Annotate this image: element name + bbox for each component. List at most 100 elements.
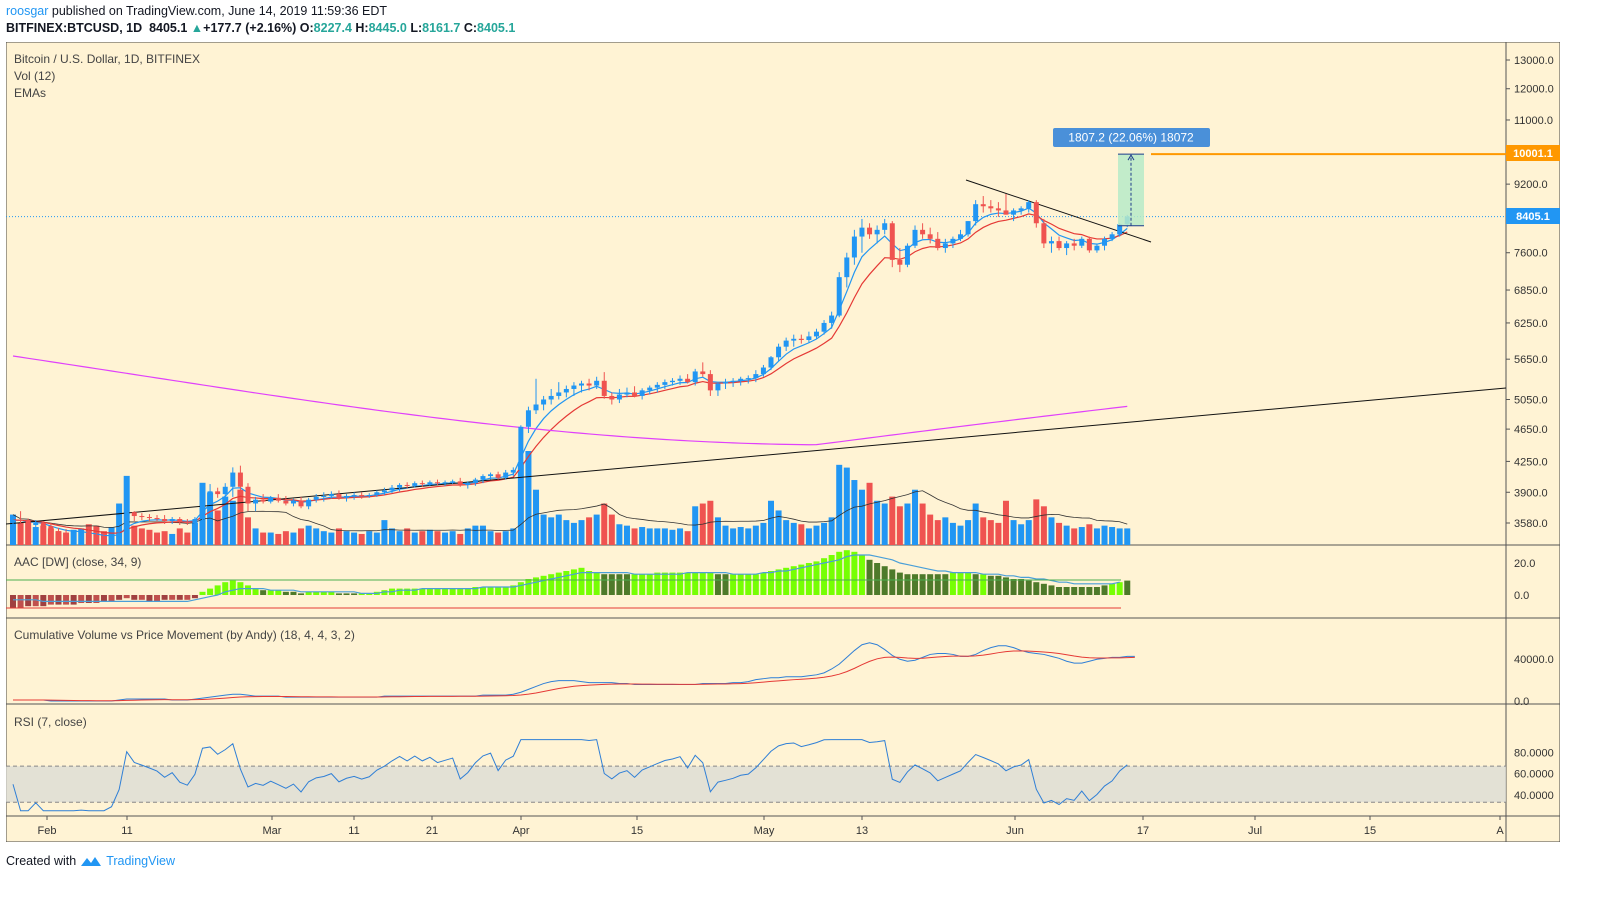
candle-body [806, 336, 812, 340]
candle-body [457, 481, 463, 485]
volume-bar [654, 528, 661, 545]
volume-bar [442, 532, 449, 545]
aac-bar [487, 587, 494, 595]
volume-bar [805, 528, 812, 545]
candle-body [207, 491, 213, 495]
candle-body [882, 223, 888, 230]
volume-bar [661, 528, 668, 545]
candle-body [162, 519, 168, 521]
volume-bar [1025, 520, 1032, 545]
volume-bar [934, 520, 941, 545]
candle-body [321, 495, 327, 497]
candle-body [200, 494, 205, 520]
aac-bar [669, 572, 676, 595]
aac-bar [570, 569, 577, 595]
aac-bar [207, 588, 214, 595]
volume-bar [995, 522, 1002, 545]
aac-bar [1063, 587, 1070, 595]
pane-title-main: Bitcoin / U.S. Dollar, 1D, BITFINEX [14, 52, 200, 66]
candle-body [738, 378, 744, 381]
candle-body [169, 519, 175, 521]
candle-body [245, 486, 251, 504]
time-tick-label: Mar [263, 825, 282, 837]
candle-body [1011, 210, 1017, 215]
volume-bar [631, 528, 638, 545]
candle-body [283, 500, 289, 504]
aac-pane [6, 550, 1131, 609]
candle-body [776, 346, 782, 358]
candle-body [594, 380, 600, 386]
price-tick-label: 6250.0 [1514, 318, 1548, 330]
volume-bar [737, 527, 744, 545]
candle-body [973, 204, 979, 222]
candle-body [548, 395, 554, 400]
volume-bar [282, 531, 289, 545]
chart-svg[interactable]: 13000.012000.011000.010000.09200.08400.0… [5, 41, 1561, 843]
candle-body [813, 331, 819, 337]
aac-bar [17, 595, 24, 608]
tradingview-brand[interactable]: TradingView [106, 854, 175, 868]
aac-bar [199, 591, 206, 595]
candle-body [836, 277, 842, 316]
time-tick-label: 13 [856, 825, 868, 837]
candle-body [821, 322, 827, 332]
aac-bar [957, 572, 964, 595]
volume-bar [866, 482, 873, 545]
up-arrow-icon: ▲ [190, 21, 204, 35]
aac-bar [419, 588, 426, 595]
candle-body [897, 259, 903, 265]
candle-body [662, 382, 668, 385]
volume-bar [889, 496, 896, 545]
volume-bar [25, 520, 32, 545]
chart-frame[interactable]: 13000.012000.011000.010000.09200.08400.0… [5, 41, 1561, 843]
volume-bar [358, 533, 365, 545]
volume-bar [457, 533, 464, 545]
candle-body [654, 384, 660, 388]
candle-body [927, 234, 933, 239]
volume-bar [942, 517, 949, 545]
aac-bar [555, 572, 562, 595]
volume-bar [692, 506, 699, 545]
candle-body [556, 392, 562, 396]
aac-bar [586, 571, 593, 595]
candle-body [313, 496, 319, 500]
aac-bar [381, 590, 388, 595]
candle-body [1117, 224, 1123, 235]
volume-bar [1109, 527, 1116, 545]
aac-bar [533, 577, 540, 595]
volume-ma-line [12, 490, 1128, 532]
aac-bar [154, 595, 161, 602]
volume-bar [927, 514, 934, 545]
volume-bar [32, 527, 39, 545]
time-tick-label: 11 [121, 825, 132, 837]
volume-bar [502, 531, 509, 545]
aac-bar [593, 572, 600, 595]
aac-bar [55, 595, 62, 605]
aac-tick-label: 0.0 [1514, 590, 1529, 602]
aac-bar [25, 595, 32, 607]
volume-bar [608, 514, 615, 545]
aac-bar [714, 574, 721, 595]
aac-bar [40, 595, 47, 607]
candle-body [632, 392, 638, 396]
volume-bar [1116, 528, 1123, 545]
aac-bar [540, 575, 547, 595]
rsi-tick-label: 60.0000 [1514, 769, 1554, 781]
aac-bar [896, 572, 903, 595]
volume-bar [252, 528, 259, 545]
ema-fast-line [12, 207, 1128, 537]
candle-body [1086, 238, 1092, 251]
volume-bar [320, 531, 327, 545]
volume-bar [176, 528, 183, 545]
candle-body [366, 495, 372, 497]
candle-body [753, 374, 759, 379]
candle-body [344, 495, 350, 498]
volume-bar [449, 531, 456, 545]
author-link[interactable]: roosgar [6, 4, 49, 18]
aac-bar [760, 572, 767, 595]
candle-body [18, 520, 24, 522]
candle-body [1003, 210, 1009, 215]
volume-bar [237, 489, 244, 545]
volume-bar [328, 532, 335, 545]
volume-bar [684, 531, 691, 545]
